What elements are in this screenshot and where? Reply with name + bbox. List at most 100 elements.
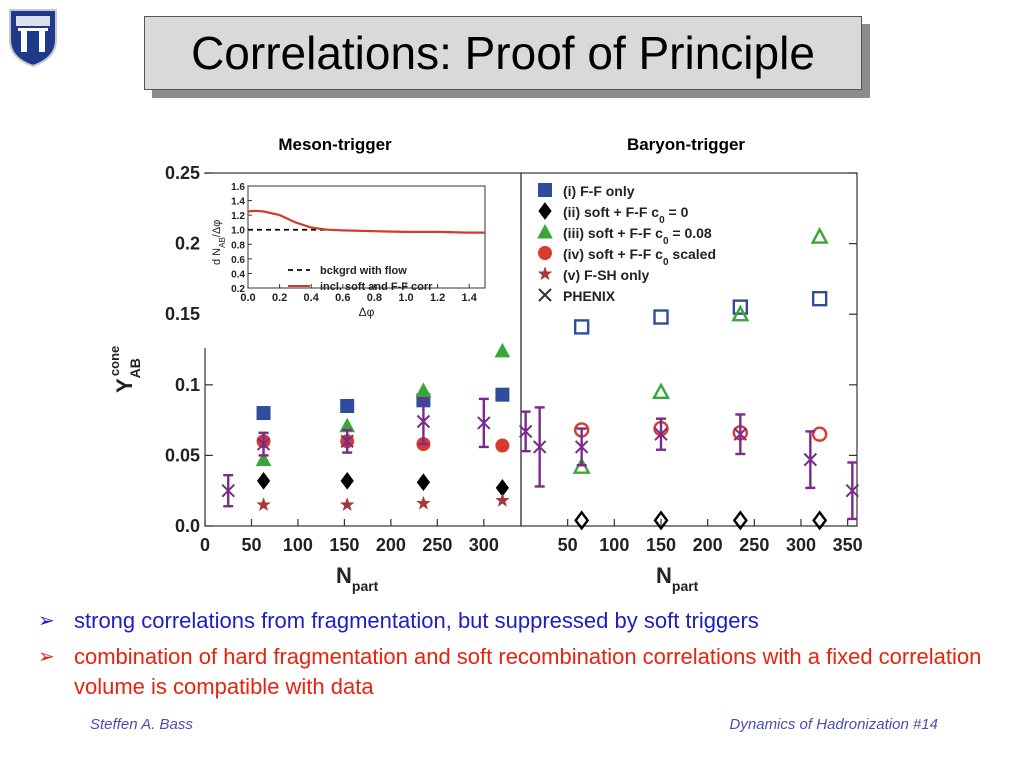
y-tick-label: 0.0 [175, 516, 200, 536]
x-tick-label: 200 [693, 535, 723, 555]
slide-title: Correlations: Proof of Principle [191, 27, 815, 79]
data-point-cross-meson-stroke [221, 483, 235, 498]
bullet-text: strong correlations from fragmentation, … [74, 608, 759, 633]
inset-y-tick-label: 1.0 [231, 226, 245, 237]
data-point-star-meson [339, 497, 355, 512]
data-point-diamond-meson [416, 473, 431, 492]
data-point-diamond-baryon [732, 510, 748, 531]
x-tick-label: 350 [833, 535, 863, 555]
footer-title: Dynamics of Hadronization #14 [729, 716, 938, 733]
data-point-square-baryon [811, 290, 828, 307]
inset-y-tick-label: 0.2 [231, 284, 245, 295]
bullet-list: ➢ strong correlations from fragmentation… [38, 606, 998, 708]
data-point-square-baryon [653, 309, 669, 325]
inset-y-axis-label: d NAB/Δφ [211, 220, 227, 265]
inset-x-tick-label: 0.4 [304, 292, 320, 304]
legend-label: PHENIX [563, 288, 616, 304]
x-tick-label: 200 [376, 535, 406, 555]
data-point-diamond-meson [340, 471, 354, 490]
data-point-triangle-meson [415, 382, 432, 397]
data-point-square-baryon [573, 319, 590, 335]
x-tick-label: 150 [329, 535, 359, 555]
data-point-square-meson [256, 406, 271, 421]
inset-x-tick-label: 0.6 [335, 292, 350, 304]
data-point-star-meson [256, 497, 271, 512]
x-tick-label: 100 [283, 535, 313, 555]
data-point-cross-meson [340, 434, 354, 448]
data-point-triangle-meson [494, 342, 511, 358]
legend-marker-triangle [537, 223, 553, 239]
data-point-triangle-baryon [651, 382, 671, 400]
data-point-cross-baryon-stroke [532, 440, 547, 454]
y-tick-label: 0.15 [165, 304, 200, 324]
inset-y-tick-label: 1.6 [231, 182, 245, 193]
legend-label: (iv) soft + F-F c0 scaled [563, 246, 716, 268]
data-point-diamond-baryon [653, 510, 669, 531]
data-point-cross-baryon [803, 452, 818, 467]
legend-label: (v) F-SH only [563, 267, 650, 283]
panel-title-meson: Meson-trigger [278, 135, 392, 154]
data-point-cross-meson-stroke [340, 434, 354, 448]
x-tick-label: 50 [558, 535, 578, 555]
inset-legend-label: incl. soft and F-F corr [320, 281, 433, 293]
legend-marker-cross [538, 288, 552, 302]
bullet-arrow-icon: ➢ [38, 610, 55, 632]
inset-y-tick-label: 1.2 [231, 211, 245, 222]
university-shield-logo [9, 9, 57, 68]
data-point-triangle-baryon [731, 304, 750, 322]
data-point-cross-meson [477, 416, 491, 430]
inset-x-tick-label: 0.2 [272, 292, 287, 304]
inset-x-tick-label: 1.0 [398, 292, 413, 304]
legend-marker-circle [538, 246, 552, 260]
chart: Meson-trigger Baryon-trigger 0.0 0.05 0.1 0.1… [107, 135, 863, 594]
footer-author: Steffen A. Bass [90, 716, 193, 733]
data-point-cross-baryon [654, 427, 668, 441]
legend-marker-cross-stroke [538, 288, 552, 302]
x-tick-label: 0 [200, 535, 210, 555]
inset-x-tick-label: 1.2 [430, 292, 445, 304]
data-point-cross-meson [221, 483, 235, 498]
bullet-arrow-icon: ➢ [38, 646, 55, 668]
inset-x-tick-label: 0.8 [367, 292, 382, 304]
data-point-cross-baryon-stroke [845, 483, 860, 498]
legend-marker-diamond [538, 202, 552, 220]
inset-y-tick-label: 0.6 [231, 255, 245, 266]
data-point-cross-meson-stroke [416, 414, 431, 429]
data-point-cross-baryon-stroke [654, 427, 668, 441]
data-point-cross-meson [256, 437, 271, 451]
data-point-cross-baryon [532, 440, 547, 454]
inset-y-tick-label: 1.4 [231, 197, 245, 208]
data-point-cross-baryon [574, 440, 589, 454]
x-tick-label: 50 [241, 535, 261, 555]
data-point-diamond-baryon [812, 510, 828, 531]
data-point-square-meson [340, 398, 355, 413]
data-point-cross-meson-stroke [477, 416, 491, 430]
x-axis-label-meson: Npart [336, 563, 379, 594]
data-point-cross-baryon-stroke [574, 440, 589, 454]
y-tick-label: 0.2 [175, 234, 200, 254]
data-point-cross-baryon-stroke [803, 452, 818, 467]
x-tick-label: 300 [786, 535, 816, 555]
data-point-triangle-meson [255, 451, 272, 467]
data-point-cross-meson [518, 424, 533, 439]
y-axis-label: YABcone [107, 346, 144, 393]
inset-x-axis-label: Δφ [359, 305, 375, 319]
bullet-item: ➢ combination of hard fragmentation and … [38, 642, 998, 702]
x-axis-label-baryon: Npart [656, 563, 699, 594]
inset-x-tick-label: 1.4 [462, 292, 478, 304]
x-tick-label: 250 [422, 535, 452, 555]
legend-label: (ii) soft + F-F c0 = 0 [563, 204, 689, 226]
inset-x-tick-label: 0.0 [240, 292, 255, 304]
data-point-circle-baryon [811, 426, 828, 442]
y-tick-label: 0.05 [165, 445, 200, 465]
legend-marker-star [537, 266, 553, 281]
data-point-square-baryon [732, 299, 749, 315]
data-point-triangle-baryon [810, 227, 829, 244]
x-tick-label: 300 [469, 535, 499, 555]
legend-label: (i) F-F only [563, 183, 635, 199]
inset-y-tick-label: 0.4 [231, 269, 245, 280]
data-point-cross-baryon-stroke [733, 427, 748, 441]
data-point-cross-baryon [845, 483, 860, 498]
y-tick-label: 0.1 [175, 375, 200, 395]
data-point-cross-meson-stroke [256, 437, 271, 451]
